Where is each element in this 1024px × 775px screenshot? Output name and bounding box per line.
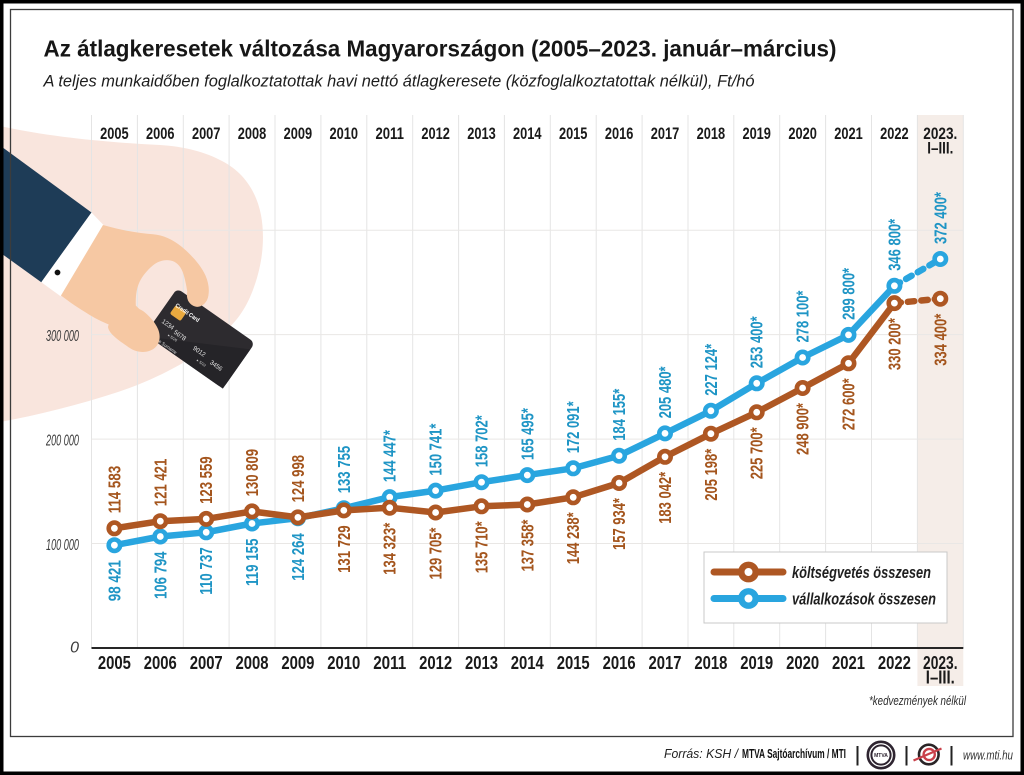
svg-text:124 264: 124 264 [288,533,308,581]
svg-text:2016: 2016 [605,124,634,143]
svg-text:2019: 2019 [742,124,771,143]
svg-text:2017: 2017 [649,653,682,673]
svg-text:2014: 2014 [513,124,542,143]
svg-text:121 421: 121 421 [150,459,170,507]
svg-text:158 702*: 158 702* [472,415,492,467]
svg-text:2019: 2019 [740,653,773,673]
svg-text:2022: 2022 [878,653,911,673]
svg-text:372 400*: 372 400* [930,192,950,244]
svg-text:172 091*: 172 091* [563,401,583,453]
svg-text:vállalkozások összesen: vállalkozások összesen [792,591,936,609]
svg-text:330 200*: 330 200* [884,318,904,370]
svg-text:▸ 5/26: ▸ 5/26 [167,333,178,342]
svg-text:2009: 2009 [281,653,314,673]
svg-text:205 198*: 205 198* [701,449,721,501]
svg-text:253 400*: 253 400* [747,316,767,368]
svg-text:2017: 2017 [651,124,680,143]
svg-text:▸ 5/22: ▸ 5/22 [196,359,207,368]
svg-text:2022: 2022 [880,124,909,143]
svg-text:2021: 2021 [834,124,863,143]
svg-text:278 100*: 278 100* [793,290,813,342]
svg-text:110 737: 110 737 [196,547,216,595]
svg-text:157 934*: 157 934* [609,498,629,550]
svg-text:2007: 2007 [190,653,223,673]
svg-text:2009: 2009 [284,124,313,143]
svg-text:130 809: 130 809 [242,449,262,497]
svg-text:*kedvezmények nélkül: *kedvezmények nélkül [869,693,967,708]
svg-text:2015: 2015 [559,124,588,143]
svg-text:205 480*: 205 480* [655,366,675,418]
svg-text:144 238*: 144 238* [563,512,583,564]
svg-text:123 559: 123 559 [196,456,216,504]
svg-text:Forrás: KSH /: Forrás: KSH / [664,746,739,761]
svg-text:2010: 2010 [327,653,360,673]
svg-text:2008: 2008 [238,124,267,143]
svg-text:129 705*: 129 705* [426,527,446,579]
svg-text:248 900*: 248 900* [793,403,813,455]
svg-text:2012: 2012 [421,124,450,143]
svg-text:I–III.: I–III. [927,139,953,158]
svg-text:131 729: 131 729 [334,525,354,573]
svg-text:200 000: 200 000 [45,433,79,450]
svg-text:106 794: 106 794 [150,551,170,599]
svg-text:A teljes munkaidőben foglalkoz: A teljes munkaidőben foglalkoztatottak h… [42,73,754,91]
svg-text:2006: 2006 [146,124,175,143]
svg-text:183 042*: 183 042* [655,472,675,524]
svg-text:költségvetés összesen: költségvetés összesen [792,564,931,582]
svg-text:98 421: 98 421 [104,560,124,601]
svg-text:2005: 2005 [98,653,131,673]
svg-text:2016: 2016 [603,653,636,673]
svg-text:I–III.: I–III. [926,668,955,688]
svg-text:119 155: 119 155 [242,538,262,586]
svg-text:MTVA: MTVA [874,753,888,759]
svg-text:2006: 2006 [144,653,177,673]
svg-text:2023.: 2023. [923,653,958,673]
svg-text:346 800*: 346 800* [884,219,904,271]
svg-text:2011: 2011 [373,653,406,673]
svg-text:150 741*: 150 741* [426,423,446,475]
svg-text:MTVA Sajtóarchívum / MTI: MTVA Sajtóarchívum / MTI [742,746,846,761]
svg-text:2007: 2007 [192,124,221,143]
svg-text:184 155*: 184 155* [609,389,629,441]
svg-text:300 000: 300 000 [46,328,79,345]
svg-text:2012: 2012 [419,653,452,673]
svg-text:2013: 2013 [467,124,496,143]
svg-text:2014: 2014 [511,653,544,673]
svg-text:225 700*: 225 700* [747,427,767,479]
svg-text:2018: 2018 [697,124,726,143]
svg-text:Az átlagkeresetek változása Ma: Az átlagkeresetek változása Magyarország… [44,36,837,62]
svg-text:0: 0 [70,640,79,657]
svg-text:114 583: 114 583 [104,466,124,514]
svg-text:2008: 2008 [236,653,269,673]
svg-text:2020: 2020 [786,653,819,673]
svg-text:2011: 2011 [375,124,404,143]
svg-text:135 710*: 135 710* [472,521,492,573]
svg-text:124 998: 124 998 [288,455,308,503]
svg-text:2018: 2018 [694,653,727,673]
svg-text:165 495*: 165 495* [517,408,537,460]
svg-text:2021: 2021 [832,653,865,673]
svg-text:134 323*: 134 323* [380,523,400,575]
svg-text:272 600*: 272 600* [839,378,859,430]
svg-text:2020: 2020 [788,124,817,143]
svg-text:133 755: 133 755 [334,446,354,494]
svg-text:144 447*: 144 447* [380,430,400,482]
svg-text:100 000: 100 000 [46,537,79,554]
svg-text:137 358*: 137 358* [517,519,537,571]
svg-text:2023.: 2023. [923,124,957,143]
svg-text:www.mti.hu: www.mti.hu [963,749,1013,763]
svg-text:227 124*: 227 124* [701,344,721,396]
svg-text:2010: 2010 [330,124,359,143]
svg-text:2013: 2013 [465,653,498,673]
svg-text:2015: 2015 [557,653,590,673]
svg-text:2005: 2005 [100,124,129,143]
svg-text:334 400*: 334 400* [930,314,950,366]
svg-text:299 800*: 299 800* [839,268,859,320]
